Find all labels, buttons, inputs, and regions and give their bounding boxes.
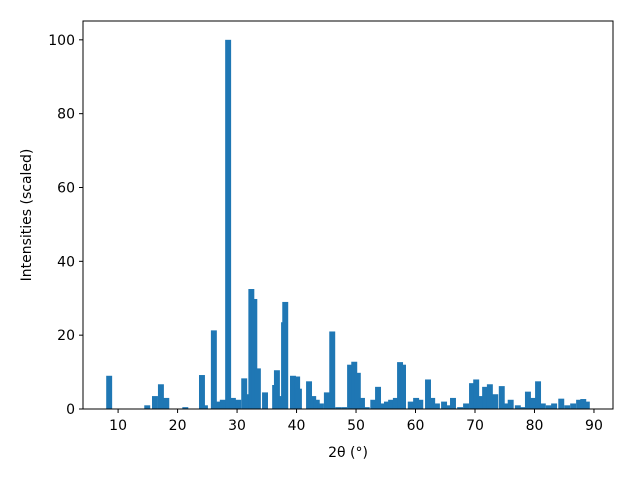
bar [388,399,395,409]
bar [363,407,370,409]
bar [558,398,565,409]
bar [323,392,330,409]
y-tick-label: 40 [57,254,75,270]
bar [524,391,531,409]
bar [295,388,302,409]
bar [400,364,406,409]
bar [417,399,424,409]
bar [545,405,552,409]
bar [225,39,232,409]
x-tick-label: 90 [585,418,603,434]
bar [152,396,158,409]
x-tick-label: 80 [526,418,544,434]
bar [262,392,268,409]
bar [492,394,499,409]
bar [486,384,493,409]
bar [244,394,251,409]
bar [502,403,509,409]
bar [529,397,536,409]
bar [306,381,313,409]
bar [520,407,527,409]
x-axis-label: 2θ (°) [328,445,368,461]
x-tick-label: 20 [169,418,187,434]
bar [201,405,208,409]
x-tick-label: 40 [288,418,306,434]
bar [229,397,236,409]
x-tick-label: 60 [407,418,425,434]
bar [583,401,590,409]
bar [514,405,521,409]
bar [241,378,248,409]
x-tick-label: 30 [228,418,246,434]
bar [375,386,382,409]
y-tick-label: 60 [57,180,75,196]
bar [329,331,336,409]
bar [445,405,452,409]
bar [313,399,320,409]
bar [429,397,436,409]
bar [354,372,361,409]
bar [580,399,587,409]
bar [251,298,258,409]
bar [335,407,342,409]
bar [476,396,483,409]
bar [482,386,489,409]
y-tick-label: 20 [57,328,75,344]
bar [535,381,542,409]
bar [347,364,354,409]
bar [473,379,480,409]
bar [282,301,289,409]
bar [219,399,226,409]
bar [157,384,164,409]
y-tick-label: 100 [48,33,75,49]
bar [450,397,456,409]
y-tick-label: 80 [57,107,75,123]
y-tick-label: 0 [66,402,75,418]
plot-frame [82,20,614,410]
bar [216,401,223,409]
bar [383,401,390,409]
bar [182,407,189,409]
bar [370,399,377,409]
bar [413,397,420,409]
bar [310,396,317,409]
bar [198,375,205,409]
bar [163,397,170,409]
bar [254,368,261,409]
x-tick-label: 10 [109,418,127,434]
y-axis-label: Intensities (scaled) [19,149,35,282]
bar [379,403,386,409]
bar [576,399,583,409]
bar [433,403,440,409]
bar [407,401,414,409]
bar [507,399,514,409]
bar [290,375,296,409]
bar [539,403,546,409]
x-tick-label: 50 [347,418,365,434]
bar [570,403,577,409]
bar [441,401,448,409]
bar [351,361,358,409]
bar [498,386,505,409]
bar [106,375,113,409]
bar [463,403,470,409]
bar [273,370,280,409]
bar [551,403,558,409]
bar [235,399,242,409]
bar [425,379,431,409]
bar [317,403,324,409]
bar [469,383,475,409]
bar [144,405,151,409]
x-tick-label: 70 [466,418,484,434]
bar [210,330,217,409]
bar [359,397,365,409]
bar [457,407,464,409]
bar [564,405,571,409]
bar [392,397,399,409]
bar [341,407,348,409]
